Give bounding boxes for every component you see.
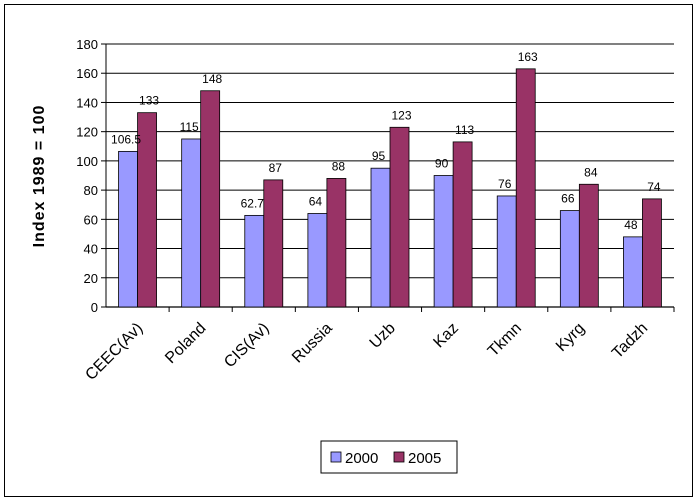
bar-2000-0 <box>118 150 138 308</box>
bar-2000-2 <box>244 214 265 308</box>
bar-2000-5 <box>433 175 454 308</box>
category-label-1: Poland <box>162 320 209 367</box>
y-axis-label: Index 1989 = 100 <box>31 105 48 248</box>
category-label-3: Russia <box>289 320 336 367</box>
data-label-2005-1: 148 <box>202 72 222 86</box>
bar-2000-3 <box>307 213 328 308</box>
y-tick-label: 20 <box>84 271 98 286</box>
y-tick-label: 140 <box>76 95 98 110</box>
y-tick-label: 0 <box>91 300 98 315</box>
bar-2005-1 <box>200 90 221 308</box>
data-label-2005-7: 84 <box>584 165 598 179</box>
legend-swatch-2005 <box>393 451 405 463</box>
bar-2000-4 <box>370 167 391 308</box>
y-tick-label: 160 <box>76 66 98 81</box>
data-labels: 106.5 133 115 148 62.7 87 64 88 95 123 90 113 76 163 6… <box>111 50 661 232</box>
data-label-2005-4: 123 <box>391 108 411 122</box>
data-label-2005-6: 163 <box>518 50 538 64</box>
y-tick-label: 80 <box>84 183 98 198</box>
category-label-6: Tkmn <box>485 320 525 360</box>
data-label-2005-3: 88 <box>332 159 346 173</box>
legend-label-2005: 2005 <box>408 450 441 467</box>
data-label-2005-2: 87 <box>269 161 283 175</box>
category-label-7: Kyrg <box>553 320 588 355</box>
data-label-2000-8: 48 <box>624 218 638 232</box>
bar-2005-6 <box>515 68 536 308</box>
data-label-2000-3: 64 <box>309 194 323 208</box>
data-label-2005-5: 113 <box>455 123 474 137</box>
category-label-8: Tadzh <box>609 320 651 362</box>
bars <box>118 68 662 308</box>
data-label-2005-0: 133 <box>139 94 159 108</box>
data-label-2000-5: 90 <box>435 157 449 171</box>
y-tick-label: 100 <box>76 154 98 169</box>
y-tick-label: 40 <box>84 242 98 257</box>
data-label-2000-1: 115 <box>180 120 199 134</box>
bar-2005-2 <box>263 179 284 308</box>
legend-swatch-2000 <box>330 451 342 463</box>
bar-2005-7 <box>578 183 599 308</box>
category-label-5: Kaz <box>430 320 462 352</box>
y-tick-label: 180 <box>76 37 98 52</box>
bar-2005-4 <box>389 126 410 308</box>
bar-2000-6 <box>496 195 517 308</box>
data-label-2000-2: 62.7 <box>241 196 265 210</box>
data-label-2000-4: 95 <box>372 149 386 163</box>
category-label-0: CEEC(Av) <box>82 320 146 384</box>
category-label-4: Uzb <box>367 320 399 352</box>
bar-2000-7 <box>559 210 580 308</box>
data-label-2005-8: 74 <box>647 180 661 194</box>
bar-2005-8 <box>642 198 662 308</box>
bar-2000-1 <box>181 138 202 308</box>
bar-2005-0 <box>137 112 157 308</box>
bar-2005-5 <box>452 141 473 308</box>
legend: 2000 2005 <box>320 440 458 474</box>
legend-box <box>320 440 458 474</box>
category-labels: CEEC(Av) Poland CIS(Av) Russia Uzb Kaz Tkmn Kyr… <box>82 320 651 384</box>
y-tick-label: 120 <box>76 125 98 140</box>
data-label-2000-0: 106.5 <box>111 132 141 146</box>
legend-label-2000: 2000 <box>345 450 378 467</box>
bar-2000-8 <box>623 236 643 308</box>
category-label-2: CIS(Av) <box>221 320 272 371</box>
y-tick-label: 60 <box>84 212 98 227</box>
data-label-2000-6: 76 <box>498 177 512 191</box>
data-label-2000-7: 66 <box>561 192 575 206</box>
bar-2005-3 <box>326 178 347 308</box>
